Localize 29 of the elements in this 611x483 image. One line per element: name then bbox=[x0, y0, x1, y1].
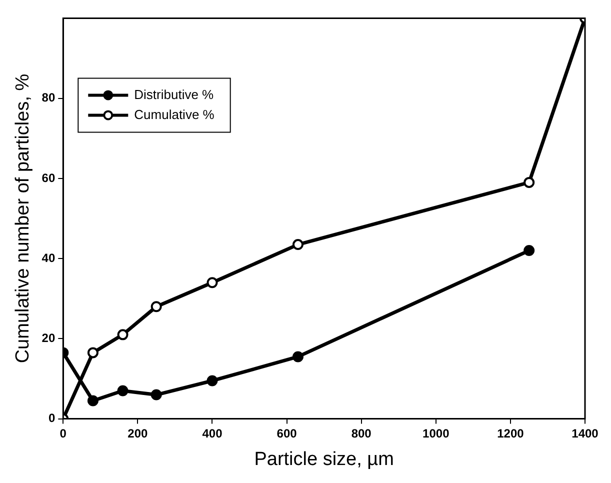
x-tick-label: 200 bbox=[128, 426, 148, 440]
y-tick-label: 0 bbox=[48, 411, 56, 426]
x-tick-label: 600 bbox=[276, 426, 298, 440]
y-axis-title: Cumulative number of particles, % bbox=[12, 74, 34, 364]
y-tick-label: 40 bbox=[42, 250, 56, 265]
point bbox=[87, 347, 98, 358]
point bbox=[292, 239, 304, 250]
x-tick-label: 0 bbox=[60, 426, 67, 440]
point bbox=[150, 389, 162, 400]
legend-label: Distributive % bbox=[134, 86, 214, 102]
y-tick-label: 80 bbox=[42, 90, 56, 105]
x-tick-label: 1200 bbox=[497, 426, 524, 440]
legend-label: Cumulative % bbox=[134, 106, 215, 122]
x-tick-label: 800 bbox=[351, 426, 372, 440]
point bbox=[524, 176, 535, 188]
point bbox=[87, 395, 98, 406]
x-tick-label: 400 bbox=[202, 426, 223, 440]
y-tick-label: 60 bbox=[42, 170, 56, 185]
point bbox=[117, 385, 128, 396]
y-tick-label: 20 bbox=[42, 330, 56, 345]
point bbox=[206, 375, 218, 386]
point bbox=[206, 277, 218, 288]
x-tick-label: 1000 bbox=[422, 426, 450, 440]
point bbox=[150, 301, 162, 312]
point bbox=[117, 329, 128, 340]
x-axis-title: Particle size, µm bbox=[254, 448, 394, 470]
x-tick-label: 1400 bbox=[572, 426, 599, 440]
point bbox=[292, 351, 304, 362]
point bbox=[524, 245, 535, 256]
